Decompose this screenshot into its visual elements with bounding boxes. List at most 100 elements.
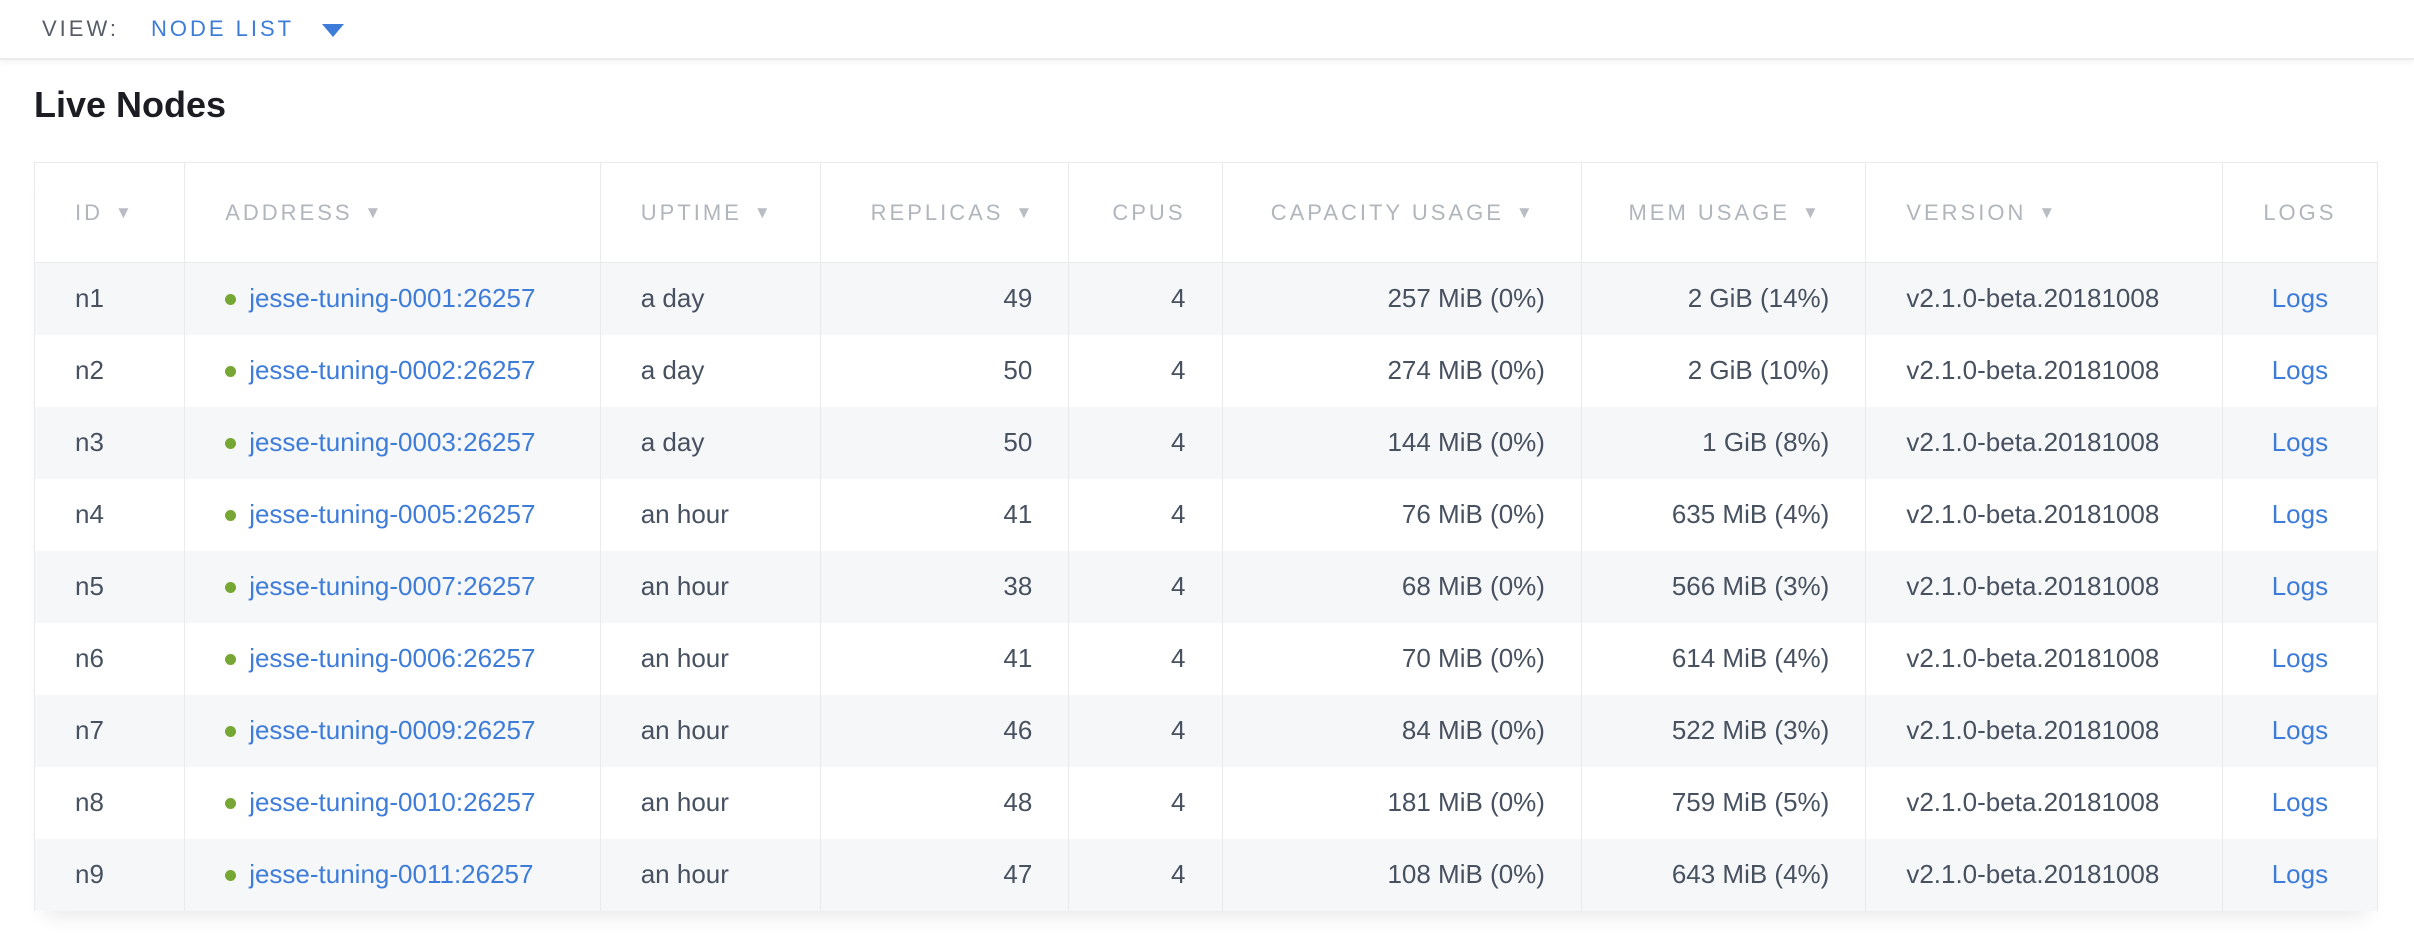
content-area: Live Nodes ID ▼ ADDRESS ▼ UPTIME ▼ REPLICAS ▼ CP… <box>0 60 2414 911</box>
node-address-link[interactable]: jesse-tuning-0006:26257 <box>249 643 536 673</box>
column-header-cpus: CPUS <box>1068 162 1223 263</box>
cell-replicas: 38 <box>820 550 1070 623</box>
column-header-label: CPUS <box>1112 199 1186 225</box>
node-live-status-icon <box>225 870 237 881</box>
cell-uptime: a day <box>600 334 822 407</box>
table-row: n6 jesse-tuning-0006:26257 an hour 41 4 70 Mi… <box>34 622 2379 695</box>
cell-replicas: 50 <box>820 406 1070 479</box>
cell-logs: Logs <box>2222 838 2379 911</box>
cell-mem_usage: 2 GiB (14%) <box>1581 262 1867 335</box>
table-row: n9 jesse-tuning-0011:26257 an hour 47 4 108 M… <box>34 838 2379 911</box>
cell-id: n7 <box>34 694 186 767</box>
node-address-link[interactable]: jesse-tuning-0011:26257 <box>249 859 534 889</box>
table-row: n7 jesse-tuning-0009:26257 an hour 46 4 84 Mi… <box>34 694 2379 767</box>
cell-mem_usage: 643 MiB (4%) <box>1581 838 1867 911</box>
cell-address: jesse-tuning-0009:26257 <box>184 694 601 767</box>
column-header-label: REPLICAS <box>870 199 1004 225</box>
cell-cpus: 4 <box>1068 478 1223 551</box>
cell-mem_usage: 2 GiB (10%) <box>1581 334 1867 407</box>
cell-id: n1 <box>34 262 186 335</box>
column-header-uptime[interactable]: UPTIME ▼ <box>600 162 822 263</box>
cell-logs: Logs <box>2222 334 2379 407</box>
cell-version: v2.1.0-beta.20181008 <box>1865 622 2223 695</box>
cell-replicas: 46 <box>820 694 1070 767</box>
column-header-capacity_usage[interactable]: CAPACITY USAGE ▼ <box>1222 162 1582 263</box>
column-header-label: ADDRESS <box>225 199 353 225</box>
cell-logs: Logs <box>2222 694 2379 767</box>
cell-cpus: 4 <box>1068 694 1223 767</box>
table-row: n5 jesse-tuning-0007:26257 an hour 38 4 68 Mi… <box>34 550 2379 623</box>
sort-desc-icon: ▼ <box>364 202 382 222</box>
column-header-address[interactable]: ADDRESS ▼ <box>184 162 601 263</box>
column-header-label: CAPACITY USAGE <box>1270 199 1504 225</box>
cell-id: n5 <box>34 550 186 623</box>
view-bar: VIEW: NODE LIST <box>0 0 2414 60</box>
cell-replicas: 41 <box>820 622 1070 695</box>
node-address-link[interactable]: jesse-tuning-0001:26257 <box>249 283 536 314</box>
node-address-link[interactable]: jesse-tuning-0007:26257 <box>249 571 536 601</box>
cell-uptime: an hour <box>600 622 822 695</box>
cell-address: jesse-tuning-0006:26257 <box>184 622 601 695</box>
header-row: ID ▼ ADDRESS ▼ UPTIME ▼ REPLICAS ▼ CPUS CAPACITY … <box>34 162 2379 263</box>
cell-id: n6 <box>34 622 186 695</box>
cell-logs: Logs <box>2222 622 2379 695</box>
sort-desc-icon: ▼ <box>1015 202 1033 222</box>
cell-uptime: a day <box>600 406 822 479</box>
cell-capacity_usage: 84 MiB (0%) <box>1222 694 1582 767</box>
sort-desc-icon: ▼ <box>2038 202 2056 222</box>
cell-id: n4 <box>34 478 186 551</box>
cell-uptime: an hour <box>600 550 822 623</box>
cell-address: jesse-tuning-0005:26257 <box>184 478 601 551</box>
column-header-id[interactable]: ID ▼ <box>34 162 186 263</box>
view-selected-value: NODE LIST <box>150 16 295 41</box>
logs-link[interactable]: Logs <box>2271 571 2329 601</box>
logs-link[interactable]: Logs <box>2271 427 2329 457</box>
logs-link[interactable]: Logs <box>2271 787 2329 817</box>
logs-link[interactable]: Logs <box>2271 283 2329 314</box>
column-header-replicas[interactable]: REPLICAS ▼ <box>820 162 1070 263</box>
cell-address: jesse-tuning-0011:26257 <box>184 838 601 911</box>
cell-mem_usage: 759 MiB (5%) <box>1581 766 1867 839</box>
table-row: n1 jesse-tuning-0001:26257 a day 49 4 257 MiB… <box>34 262 2379 335</box>
cell-replicas: 50 <box>820 334 1070 407</box>
cell-address: jesse-tuning-0001:26257 <box>184 262 601 335</box>
logs-link[interactable]: Logs <box>2271 355 2329 385</box>
column-header-version[interactable]: VERSION ▼ <box>1865 162 2223 263</box>
cell-replicas: 48 <box>820 766 1070 839</box>
cell-replicas: 49 <box>820 262 1070 335</box>
cell-version: v2.1.0-beta.20181008 <box>1865 838 2223 911</box>
node-live-status-icon <box>225 582 237 593</box>
cell-capacity_usage: 70 MiB (0%) <box>1222 622 1582 695</box>
node-address-link[interactable]: jesse-tuning-0002:26257 <box>249 355 536 385</box>
cell-replicas: 41 <box>820 478 1070 551</box>
logs-link[interactable]: Logs <box>2271 859 2329 889</box>
cell-mem_usage: 635 MiB (4%) <box>1581 478 1867 551</box>
node-address-link[interactable]: jesse-tuning-0009:26257 <box>249 715 536 745</box>
node-address-link[interactable]: jesse-tuning-0003:26257 <box>249 427 536 457</box>
cell-address: jesse-tuning-0002:26257 <box>184 334 601 407</box>
cell-version: v2.1.0-beta.20181008 <box>1865 766 2223 839</box>
logs-link[interactable]: Logs <box>2271 643 2329 673</box>
cell-id: n8 <box>34 766 186 839</box>
cell-id: n3 <box>34 406 186 479</box>
cell-cpus: 4 <box>1068 838 1223 911</box>
cell-mem_usage: 522 MiB (3%) <box>1581 694 1867 767</box>
cell-version: v2.1.0-beta.20181008 <box>1865 550 2223 623</box>
sort-desc-icon: ▼ <box>753 202 771 222</box>
cell-capacity_usage: 274 MiB (0%) <box>1222 334 1582 407</box>
cell-replicas: 47 <box>820 838 1070 911</box>
view-selector-dropdown[interactable]: NODE LIST <box>150 16 345 42</box>
node-live-status-icon <box>225 438 237 449</box>
column-header-mem_usage[interactable]: MEM USAGE ▼ <box>1581 162 1867 263</box>
view-label: VIEW: <box>42 16 119 41</box>
cell-logs: Logs <box>2222 406 2379 479</box>
logs-link[interactable]: Logs <box>2271 499 2329 529</box>
node-address-link[interactable]: jesse-tuning-0005:26257 <box>249 499 536 529</box>
cell-address: jesse-tuning-0003:26257 <box>184 406 601 479</box>
cell-uptime: an hour <box>600 766 822 839</box>
chevron-down-icon <box>322 24 345 37</box>
logs-link[interactable]: Logs <box>2271 715 2329 745</box>
cell-version: v2.1.0-beta.20181008 <box>1865 478 2223 551</box>
cell-capacity_usage: 68 MiB (0%) <box>1222 550 1582 623</box>
node-address-link[interactable]: jesse-tuning-0010:26257 <box>249 787 536 817</box>
